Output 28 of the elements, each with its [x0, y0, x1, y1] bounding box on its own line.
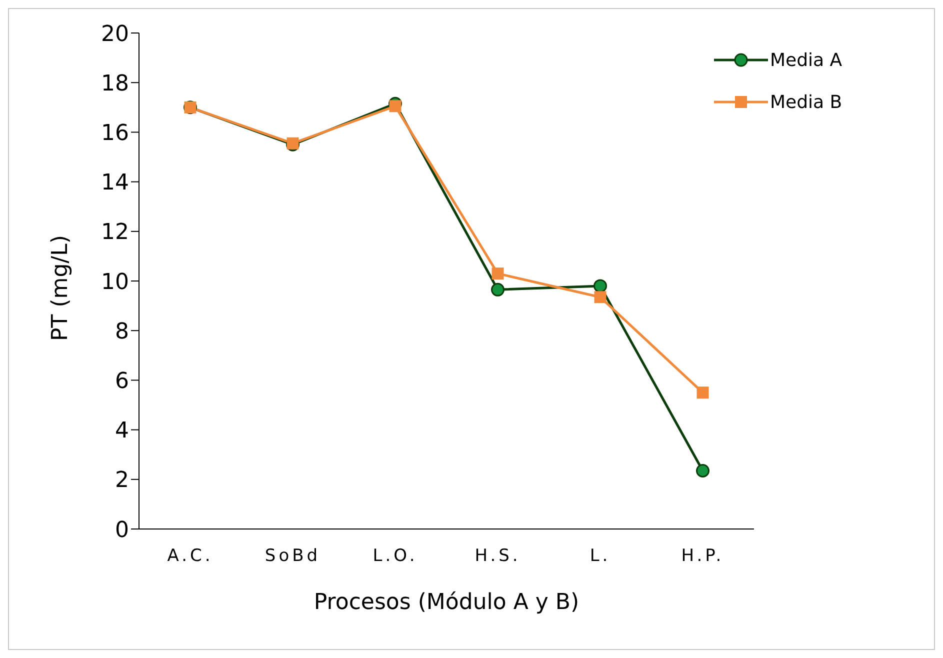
x-tick-label: L.O.: [372, 546, 418, 566]
x-tick-label: H.P.: [681, 546, 724, 566]
point: [491, 282, 504, 296]
x-tick-label: SoBd: [264, 546, 321, 566]
point: [492, 268, 504, 280]
point: [389, 100, 402, 112]
point: [594, 279, 607, 293]
x-tick-label: A.C.: [167, 546, 214, 566]
x-axis-title: Procesos (Módulo A y B): [314, 590, 580, 615]
y-tick-label: 14: [101, 170, 129, 196]
y-tick-label: 16: [101, 121, 129, 146]
y-tick-label: 10: [101, 270, 129, 295]
point: [696, 464, 710, 478]
y-axis-title: PT (mg/L): [48, 235, 73, 341]
y-tick-label: 18: [101, 71, 129, 96]
y-tick-label: 2: [115, 468, 129, 494]
point: [696, 386, 709, 399]
y-tick-label: 0: [115, 518, 129, 543]
y-tick-label: 8: [115, 319, 129, 344]
x-tick-label: L.: [590, 546, 611, 566]
point: [594, 291, 606, 304]
legend-label: Media B: [770, 92, 842, 112]
y-tick-label: 12: [101, 220, 129, 246]
x-tick-label: H.S.: [474, 546, 521, 566]
legend-label: Media A: [770, 50, 842, 70]
y-tick-label: 20: [101, 22, 129, 47]
y-tick-label: 6: [115, 369, 129, 394]
y-tick-label: 4: [115, 418, 129, 444]
